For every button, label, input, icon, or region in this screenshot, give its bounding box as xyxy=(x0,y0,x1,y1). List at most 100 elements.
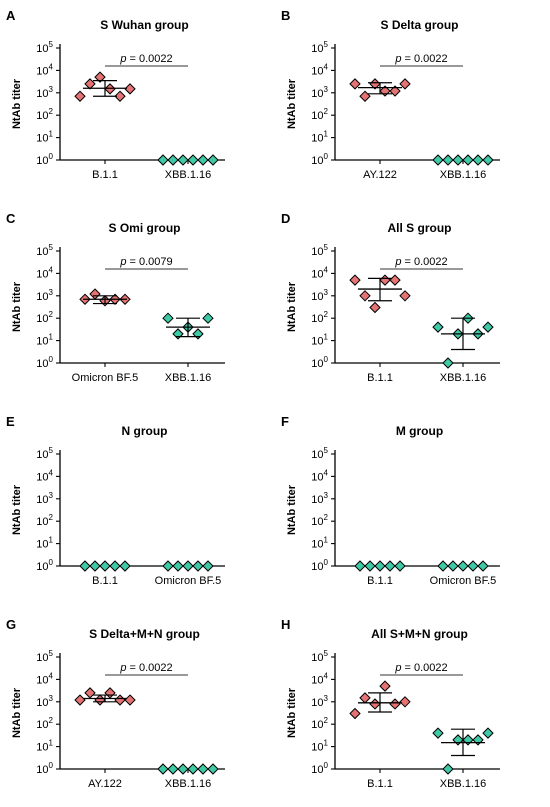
y-tick-base: 10 xyxy=(311,313,323,325)
y-tick-exponent: 4 xyxy=(49,468,54,477)
y-tick-label: 101 xyxy=(311,333,328,348)
y-tick-label: 102 xyxy=(36,716,53,731)
y-tick-label: 102 xyxy=(311,107,328,122)
y-tick-exponent: 2 xyxy=(324,310,329,319)
data-point xyxy=(390,275,400,285)
y-tick-label: 102 xyxy=(36,310,53,325)
y-tick-base: 10 xyxy=(311,697,323,709)
y-tick-label: 101 xyxy=(311,130,328,145)
y-tick-exponent: 0 xyxy=(324,152,329,161)
y-tick-exponent: 5 xyxy=(49,40,54,49)
p-value: = 0.0022 xyxy=(401,662,447,674)
data-point xyxy=(158,764,168,774)
y-tick-exponent: 3 xyxy=(49,694,54,703)
p-value-label: p = 0.0079 xyxy=(119,256,172,268)
y-axis-label: NtAb titer xyxy=(11,484,23,535)
data-point xyxy=(105,688,115,698)
y-tick-base: 10 xyxy=(36,336,48,348)
y-tick-exponent: 0 xyxy=(324,558,329,567)
y-tick-base: 10 xyxy=(311,764,323,776)
y-tick-label: 104 xyxy=(311,671,328,686)
y-tick-base: 10 xyxy=(36,88,48,100)
p-value-label: p = 0.0022 xyxy=(394,256,447,268)
y-tick-exponent: 3 xyxy=(49,288,54,297)
panel-title: S Omi group xyxy=(109,221,181,235)
y-tick-base: 10 xyxy=(311,65,323,77)
data-point xyxy=(443,358,453,368)
data-point xyxy=(178,764,188,774)
x-tick-label: B.1.1 xyxy=(92,575,118,587)
data-point xyxy=(163,313,173,323)
y-tick-exponent: 2 xyxy=(324,716,329,725)
y-tick-label: 100 xyxy=(36,558,53,573)
y-tick-exponent: 5 xyxy=(324,40,329,49)
p-symbol: p xyxy=(394,53,401,65)
x-tick-label: XBB.1.16 xyxy=(165,169,211,181)
x-tick-label: XBB.1.16 xyxy=(440,372,486,384)
y-tick-label: 102 xyxy=(311,310,328,325)
data-point xyxy=(365,561,375,571)
x-tick-label: XBB.1.16 xyxy=(165,778,211,790)
y-tick-exponent: 1 xyxy=(49,739,54,748)
y-tick-label: 100 xyxy=(36,355,53,370)
y-tick-exponent: 4 xyxy=(49,671,54,680)
y-tick-label: 100 xyxy=(36,152,53,167)
data-point xyxy=(110,561,120,571)
y-tick-base: 10 xyxy=(36,719,48,731)
data-point xyxy=(125,695,135,705)
data-point xyxy=(355,561,365,571)
y-tick-exponent: 1 xyxy=(324,739,329,748)
panel-title: All S group xyxy=(388,221,452,235)
p-value-label: p = 0.0022 xyxy=(119,53,172,65)
data-point xyxy=(198,155,208,165)
y-tick-base: 10 xyxy=(36,155,48,167)
data-point xyxy=(468,561,478,571)
y-tick-label: 105 xyxy=(36,649,53,664)
x-tick-label: XBB.1.16 xyxy=(440,778,486,790)
data-point xyxy=(473,155,483,165)
x-tick-label: Omicron BF.5 xyxy=(430,575,497,587)
data-point xyxy=(75,91,85,101)
y-tick-label: 105 xyxy=(311,40,328,55)
data-point xyxy=(350,709,360,719)
y-tick-exponent: 3 xyxy=(49,85,54,94)
p-value-label: p = 0.0022 xyxy=(394,662,447,674)
y-tick-label: 100 xyxy=(311,152,328,167)
panel-title: S Wuhan group xyxy=(100,18,188,32)
data-point xyxy=(380,681,390,691)
y-tick-label: 100 xyxy=(311,761,328,776)
data-point xyxy=(173,329,183,339)
p-value: = 0.0022 xyxy=(126,53,172,65)
y-tick-base: 10 xyxy=(311,43,323,55)
data-point xyxy=(360,91,370,101)
y-tick-exponent: 3 xyxy=(49,491,54,500)
x-tick-label: B.1.1 xyxy=(367,778,393,790)
data-point xyxy=(433,728,443,738)
y-tick-label: 100 xyxy=(311,558,328,573)
y-tick-exponent: 1 xyxy=(324,536,329,545)
panel-letter: F xyxy=(281,414,289,429)
y-tick-label: 101 xyxy=(311,536,328,551)
y-tick-base: 10 xyxy=(311,449,323,461)
y-tick-label: 103 xyxy=(311,85,328,100)
p-value: = 0.0079 xyxy=(126,256,172,268)
data-point xyxy=(188,764,198,774)
y-tick-label: 103 xyxy=(311,694,328,709)
y-tick-exponent: 3 xyxy=(324,491,329,500)
y-tick-exponent: 0 xyxy=(49,152,54,161)
data-point xyxy=(483,728,493,738)
y-tick-base: 10 xyxy=(36,313,48,325)
data-point xyxy=(375,561,385,571)
y-tick-label: 100 xyxy=(311,355,328,370)
y-tick-exponent: 2 xyxy=(324,107,329,116)
panel-letter: C xyxy=(6,211,16,226)
y-tick-base: 10 xyxy=(36,516,48,528)
y-tick-label: 101 xyxy=(36,739,53,754)
data-point xyxy=(163,561,173,571)
y-tick-exponent: 4 xyxy=(49,62,54,71)
p-symbol: p xyxy=(394,256,401,268)
data-point xyxy=(473,735,483,745)
y-axis-label: NtAb titer xyxy=(11,281,23,332)
